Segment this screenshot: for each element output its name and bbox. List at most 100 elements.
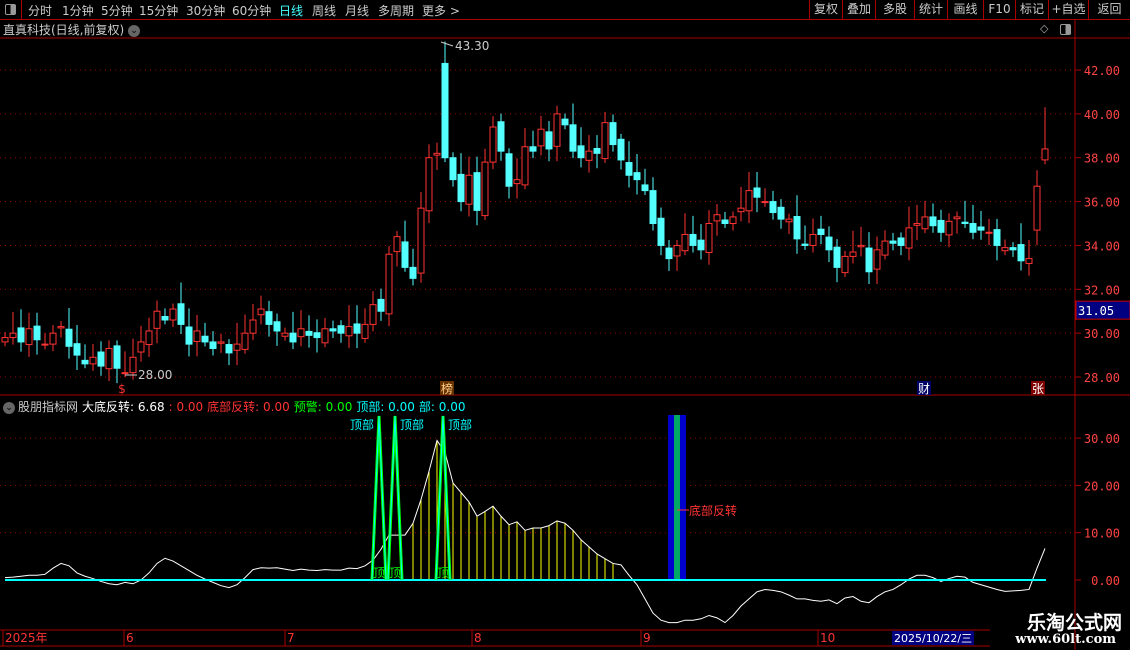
candle-body: [593, 148, 601, 154]
top-tag: 顶部: [350, 417, 374, 432]
price-tick-label: 40.00: [1084, 108, 1120, 122]
candle-body: [929, 216, 937, 227]
chevron-down-icon[interactable]: ⌄: [128, 24, 141, 37]
period-tab[interactable]: 周线: [312, 4, 337, 18]
event-marker-bg: [440, 381, 454, 395]
candle-body: [145, 330, 153, 346]
toolbar-button[interactable]: 标记: [1015, 0, 1048, 20]
time-label: 6: [126, 631, 134, 645]
period-tab[interactable]: 5分钟: [101, 4, 133, 18]
candle-body: [401, 241, 409, 268]
current-price-label: 31.05: [1078, 304, 1114, 318]
candle-body: [537, 128, 545, 147]
toolbar-button[interactable]: 复权: [809, 0, 842, 20]
period-tab[interactable]: 30分钟: [186, 4, 226, 18]
candle-body: [545, 131, 553, 150]
panel-toggle-button[interactable]: [0, 0, 22, 20]
reversal-bar-core: [674, 415, 680, 580]
chevron-down-icon[interactable]: ⌄: [3, 401, 15, 414]
high-price-label: 43.30: [455, 39, 489, 53]
candle-body: [921, 216, 929, 230]
event-marker-bg: [917, 381, 931, 395]
period-tab[interactable]: 1分钟: [62, 4, 94, 18]
candle-body: [9, 332, 17, 339]
candle-body: [849, 251, 857, 257]
candle-body: [761, 201, 769, 204]
toolbar-button[interactable]: +自选: [1048, 0, 1088, 20]
candle-body: [753, 187, 761, 198]
candle-body: [1009, 247, 1017, 251]
period-tab[interactable]: 15分钟: [139, 4, 179, 18]
candle-body: [201, 335, 209, 343]
period-tab[interactable]: 日线: [279, 4, 304, 18]
candle-body: [417, 207, 425, 274]
candle-body: [329, 328, 337, 332]
candle-body: [345, 326, 353, 337]
toolbar-button[interactable]: 叠加: [842, 0, 875, 20]
candle-body: [913, 223, 921, 226]
candle-body: [153, 310, 161, 329]
candle-body: [489, 126, 497, 163]
candle-body: [513, 179, 521, 185]
high-arrow: [440, 41, 454, 47]
toolbar-button[interactable]: 画线: [947, 0, 983, 20]
legend-item: 部: 0.00: [418, 400, 466, 414]
period-tab[interactable]: 月线: [345, 4, 370, 18]
period-tab[interactable]: 更多 >: [422, 4, 460, 18]
candle-body: [233, 343, 241, 351]
candle-body: [993, 229, 1001, 246]
candle-body: [705, 223, 713, 253]
toolbar-button[interactable]: 统计: [914, 0, 947, 20]
candle-body: [41, 343, 49, 346]
candle-body: [305, 330, 313, 336]
candle-body: [281, 332, 289, 337]
candle-body: [697, 239, 705, 251]
candle-body: [377, 298, 385, 312]
legend-item: 预警: 0.00: [293, 400, 353, 414]
candle-body: [577, 145, 585, 159]
candle-body: [969, 223, 977, 233]
period-tab[interactable]: 分时: [28, 4, 53, 18]
candle-body: [841, 255, 849, 274]
candle-body: [497, 121, 505, 152]
watermark-url: www.60lt.com: [1015, 632, 1116, 647]
indicator-tick-label: 10.00: [1084, 527, 1120, 541]
candle-body: [833, 246, 841, 268]
candle-body: [49, 332, 57, 345]
indicator-name[interactable]: 股朋指标网: [18, 400, 79, 414]
toolbar-button[interactable]: F10: [983, 0, 1015, 20]
diamond-icon[interactable]: ◇: [1040, 22, 1049, 35]
candle-body: [481, 161, 489, 217]
legend-item: 顶部: 0.00: [356, 400, 415, 414]
candle-body: [857, 244, 865, 248]
panel-icon[interactable]: [1060, 24, 1071, 35]
candle-body: [809, 233, 817, 246]
top-label: 顶: [437, 566, 449, 580]
candle-body: [129, 356, 137, 374]
toolbar: 分时 1分钟 5分钟 15分钟 30分钟 60分钟 日线 周线 月线 多周期 更多 > 复权 叠加 多股…: [0, 0, 1130, 20]
toolbar-button[interactable]: 返回: [1088, 0, 1130, 20]
candle-body: [937, 219, 945, 233]
candle-body: [873, 249, 881, 270]
candle-body: [393, 236, 401, 253]
candle-body: [801, 243, 809, 246]
candle-body: [465, 174, 473, 205]
indicator-line: [4, 439, 1046, 624]
candle-body: [521, 146, 529, 186]
candle-body: [617, 138, 625, 161]
toolbar-button[interactable]: 多股: [875, 0, 914, 20]
candle-body: [785, 218, 793, 223]
period-tab[interactable]: 60分钟: [232, 4, 272, 18]
candle-body: [249, 319, 257, 334]
candle-body: [161, 315, 169, 321]
candle-body: [713, 214, 721, 222]
indicator-legend: ⌄ 股朋指标网 大底反转: 6.68: 0.00 底部反转: 0.00 预警: 0.00…: [3, 398, 469, 415]
candle-body: [193, 330, 201, 342]
period-tab[interactable]: 多周期: [378, 4, 415, 18]
event-marker: $: [118, 382, 126, 396]
candle-body: [745, 190, 753, 212]
candle-body: [585, 150, 593, 161]
candle-body: [657, 217, 665, 246]
candle-body: [737, 207, 745, 213]
